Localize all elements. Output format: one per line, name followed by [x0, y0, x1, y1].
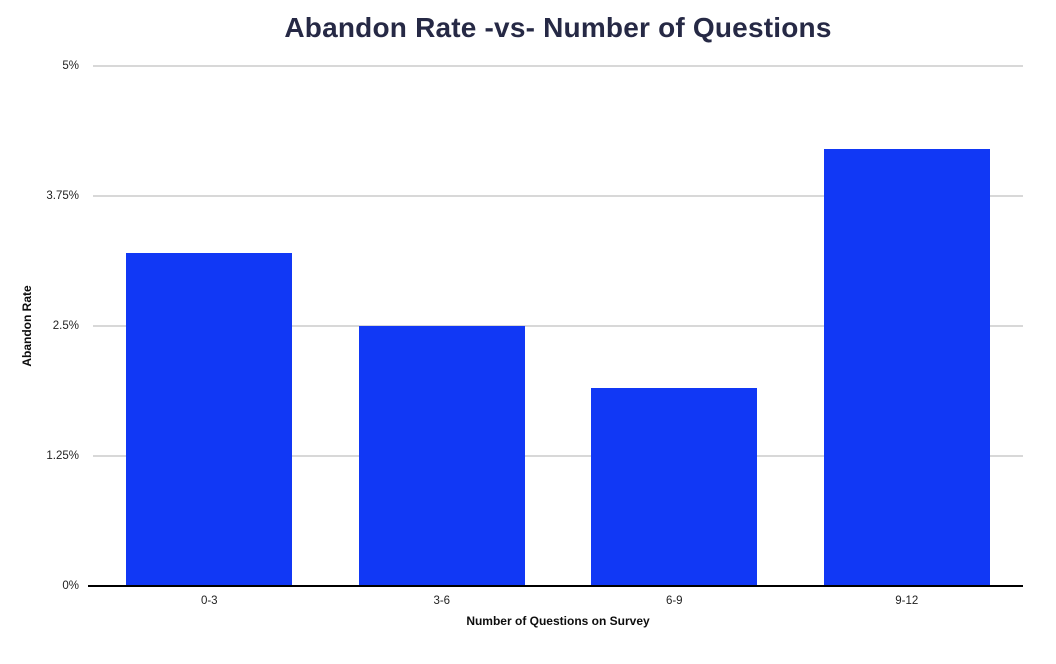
gridline: [93, 455, 1023, 457]
bar-0-3: [126, 253, 293, 586]
plot-area: 0% 1.25% 2.5% 3.75% 5% 0-3 3-6 6-9 9-12: [46, 60, 1023, 607]
x-axis-line: [88, 585, 1023, 587]
chart-title: Abandon Rate -vs- Number of Questions: [284, 12, 832, 43]
gridline: [93, 195, 1023, 197]
y-tick-label: 1.25%: [46, 450, 79, 462]
gridline: [93, 325, 1023, 327]
x-tick-label: 6-9: [665, 595, 683, 607]
gridline: [93, 65, 1023, 67]
y-tick-label: 0%: [62, 580, 79, 592]
x-axis-title: Number of Questions on Survey: [466, 614, 650, 628]
y-tick-label: 2.5%: [52, 320, 79, 332]
x-tick-label: 0-3: [200, 595, 218, 607]
y-tick-label: 3.75%: [46, 190, 79, 202]
x-tick-label: 9-12: [895, 595, 919, 607]
y-tick-label: 5%: [62, 60, 79, 72]
bar-6-9: [591, 388, 758, 586]
y-axis-title: Abandon Rate: [20, 285, 34, 367]
x-tick-label: 3-6: [433, 595, 451, 607]
bar-3-6: [358, 326, 525, 586]
bar-9-12: [823, 149, 990, 586]
